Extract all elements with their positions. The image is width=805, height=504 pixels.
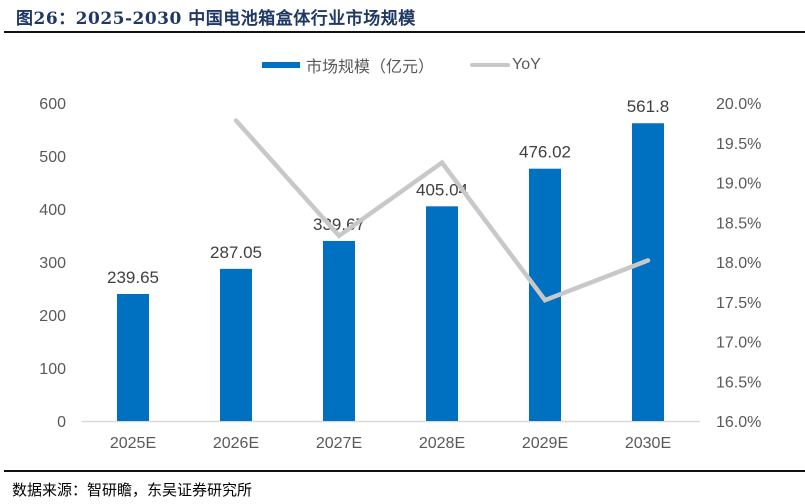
x-tick-label: 2026E [213, 435, 259, 452]
y-left-tick-label: 100 [39, 361, 66, 378]
y-left-tick-label: 400 [39, 202, 66, 219]
legend-item-yoy: YoY [470, 56, 541, 74]
y-right-tick-label: 19.5% [716, 136, 761, 153]
y-left-tick-label: 600 [39, 96, 66, 113]
y-left-tick-label: 200 [39, 308, 66, 325]
y-left-tick-label: 300 [39, 255, 66, 272]
y-left-tick-label: 500 [39, 149, 66, 166]
y-right-tick-label: 16.5% [716, 374, 761, 391]
bar-value-label: 405.04 [416, 180, 468, 199]
x-tick-label: 2030E [625, 435, 671, 452]
y-right-tick-label: 16.0% [716, 414, 761, 431]
y-right-tick-label: 17.5% [716, 295, 761, 312]
legend-item-market-size: 市场规模（亿元） [262, 53, 434, 77]
x-tick-label: 2028E [419, 435, 465, 452]
bar-2025E [117, 293, 149, 421]
data-source-note: 数据来源：智研瞻，东吴证券研究所 [12, 481, 253, 499]
x-tick-label: 2027E [316, 435, 362, 452]
footer-divider [4, 470, 805, 472]
x-tick-label: 2025E [110, 435, 156, 452]
y-right-tick-label: 19.0% [716, 176, 761, 193]
legend-label-yoy: YoY [512, 56, 541, 73]
bar-2028E [426, 206, 458, 421]
y-right-tick-label: 18.0% [716, 255, 761, 272]
legend-label-market-size: 市场规模（亿元） [306, 59, 435, 76]
chart-legend: 市场规模（亿元） YoY [262, 54, 577, 76]
y-right-tick-label: 20.0% [716, 96, 761, 113]
legend-line-swatch-icon [470, 63, 511, 67]
bar-value-label: 239.65 [107, 268, 159, 287]
bar-2026E [220, 268, 252, 421]
y-left-tick-label: 0 [57, 414, 66, 431]
legend-bar-swatch-icon [262, 62, 300, 68]
yoy-line [233, 118, 651, 303]
title-divider [4, 31, 805, 33]
y-right-tick-label: 18.5% [716, 215, 761, 232]
bar-value-label: 561.8 [627, 97, 670, 116]
bar-2030E [632, 123, 664, 421]
bar-2027E [323, 240, 355, 421]
chart-plot: 0 100 200 300 400 500 600 16.0% 16.5% 17.0% 17.5% 1… [39, 96, 761, 452]
bar-value-label: 287.05 [210, 243, 262, 262]
x-tick-label: 2029E [522, 435, 568, 452]
bar-value-label: 476.02 [519, 143, 571, 162]
y-right-tick-label: 17.0% [716, 335, 761, 352]
figure-title: 图26：2025-2030 中国电池箱盒体行业市场规模 [16, 9, 416, 29]
